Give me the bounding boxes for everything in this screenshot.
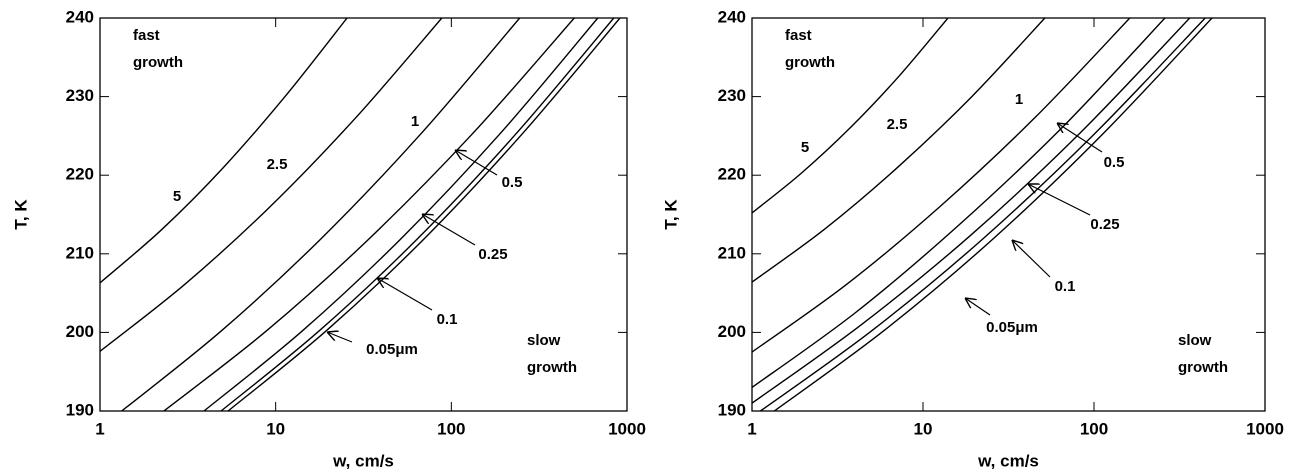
- y-tick-label: 190: [718, 400, 746, 419]
- label-arrow: [422, 214, 476, 246]
- label-arrow: [327, 332, 353, 343]
- x-tick-label: 100: [1080, 419, 1108, 438]
- curve: [752, 18, 1166, 388]
- plot-frame: [751, 17, 1266, 412]
- curve-label: 5: [173, 188, 181, 205]
- curve-label: 1: [1015, 91, 1023, 108]
- curve-label: 1: [411, 113, 419, 130]
- x-tick-label: 1: [747, 419, 756, 438]
- x-tick-label: 1000: [1246, 419, 1284, 438]
- y-tick-label: 220: [718, 165, 746, 184]
- curve: [752, 18, 949, 214]
- y-axis-title: T, K: [661, 199, 680, 230]
- y-tick-label: 230: [718, 86, 746, 105]
- annotation: fast growth: [133, 27, 183, 71]
- curve-label: 0.25: [478, 246, 507, 263]
- label-arrow: [377, 278, 433, 311]
- curve-label: 0.1: [437, 311, 458, 328]
- y-tick-label: 240: [718, 7, 746, 26]
- curve: [100, 18, 443, 352]
- x-axis-title: w, cm/s: [977, 451, 1039, 470]
- x-tick-label: 1000: [608, 419, 646, 438]
- label-arrow: [965, 298, 991, 316]
- curve: [121, 18, 521, 411]
- x-tick-label: 100: [437, 419, 465, 438]
- curve: [100, 18, 348, 284]
- curve: [752, 18, 1191, 404]
- y-tick-label: 240: [66, 7, 94, 26]
- curve: [752, 18, 1131, 353]
- annotation: slow growth: [1178, 332, 1228, 376]
- y-tick-label: 200: [718, 322, 746, 341]
- curve-label: 0.1: [1055, 278, 1076, 295]
- curve: [227, 18, 621, 411]
- annotation: slow growth: [527, 332, 577, 376]
- curve: [203, 18, 599, 411]
- x-tick-label: 10: [914, 419, 933, 438]
- curve-label: 5: [801, 139, 809, 156]
- curve-label: 0.05μm: [366, 341, 418, 358]
- curve-label: 0.5: [1104, 154, 1125, 171]
- curve: [752, 18, 1046, 283]
- y-tick-label: 200: [66, 322, 94, 341]
- plot-frame: [99, 17, 628, 412]
- label-arrow: [1057, 123, 1103, 153]
- curve-label: 0.5: [502, 174, 523, 191]
- label-arrow: [455, 150, 498, 176]
- curve: [220, 18, 615, 411]
- y-tick-label: 190: [66, 400, 94, 419]
- x-tick-label: 1: [95, 419, 104, 438]
- curve: [773, 18, 1213, 411]
- y-tick-label: 230: [66, 86, 94, 105]
- curve-label: 0.25: [1090, 216, 1119, 233]
- y-tick-label: 210: [66, 243, 94, 262]
- x-axis-title: w, cm/s: [332, 451, 394, 470]
- curve-label: 2.5: [267, 156, 288, 173]
- label-arrow: [1012, 240, 1051, 278]
- x-tick-label: 10: [266, 419, 285, 438]
- y-tick-label: 210: [718, 243, 746, 262]
- curve-label: 2.5: [887, 116, 908, 133]
- curve-label: 0.05μm: [986, 319, 1038, 336]
- curve: [760, 18, 1206, 411]
- curve: [163, 18, 575, 411]
- annotation: fast growth: [785, 27, 835, 71]
- y-tick-label: 220: [66, 165, 94, 184]
- y-axis-title: T, K: [11, 199, 30, 230]
